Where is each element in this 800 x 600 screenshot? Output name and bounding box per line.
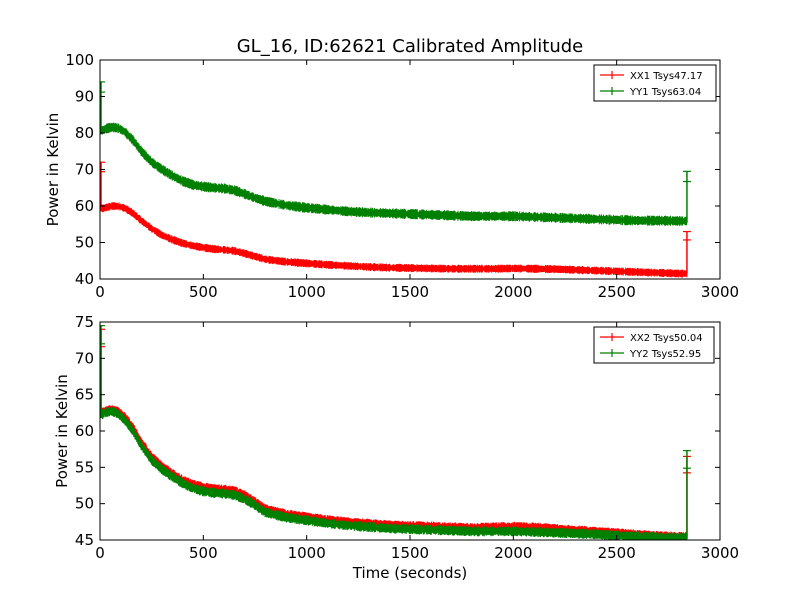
legend: XX2 Tsys50.04 YY2 Tsys52.95	[593, 326, 715, 364]
series-trace	[100, 122, 688, 226]
x-tick-label: 2000	[494, 283, 532, 301]
y-tick-label: 45	[75, 531, 94, 549]
series-line	[100, 205, 687, 275]
top-subplot: 0 500 1000 1500 2000 2500 3000 40 50 60 70 80 90 100 G…	[44, 36, 739, 301]
y-tick-label: 60	[75, 422, 94, 440]
x-axis-label: Time (seconds)	[352, 564, 468, 582]
y-tick-label: 100	[65, 51, 94, 69]
legend-box	[593, 64, 717, 102]
x-tick-label: 500	[189, 544, 218, 562]
x-tick-label: 0	[95, 283, 105, 301]
series-line	[100, 126, 687, 222]
legend: XX1 Tsys47.17 YY1 Tsys63.04	[593, 64, 717, 102]
x-tick-label: 2000	[494, 544, 532, 562]
x-tick-label: 1500	[391, 283, 429, 301]
bottom-subplot: 0 500 1000 1500 2000 2500 3000 45 50 55 60 65 70 75 Po…	[53, 313, 739, 582]
series-trace	[100, 405, 688, 540]
plot-area	[100, 81, 691, 278]
y-tick-label: 90	[75, 88, 94, 106]
x-tick-label: 0	[95, 544, 105, 562]
y-axis-label: Power in Kelvin	[44, 113, 62, 227]
plot-area	[100, 325, 691, 540]
x-tick-label: 1500	[391, 544, 429, 562]
series-line	[100, 410, 687, 539]
series-2	[100, 325, 691, 540]
x-tick-label: 3000	[701, 283, 739, 301]
y-tick-label: 60	[75, 197, 94, 215]
y-tick-label: 65	[75, 386, 94, 404]
series-1	[100, 161, 691, 278]
legend-label: YY1 Tsys63.04	[629, 87, 701, 98]
legend-label: XX2 Tsys50.04	[630, 333, 703, 344]
chart-title: GL_16, ID:62621 Calibrated Amplitude	[237, 36, 584, 57]
y-tick-label: 40	[75, 270, 94, 288]
y-tick-label: 75	[75, 313, 94, 331]
y-axis-label: Power in Kelvin	[53, 374, 71, 488]
x-tick-label: 2500	[598, 283, 636, 301]
legend-label: YY2 Tsys52.95	[629, 349, 701, 360]
legend-box	[593, 326, 715, 364]
series-line	[100, 408, 687, 537]
x-tick-label: 1000	[288, 283, 326, 301]
y-tick-label: 55	[75, 458, 94, 476]
y-tick-label: 50	[75, 234, 94, 252]
legend-label: XX1 Tsys47.17	[630, 71, 703, 82]
y-tick-label: 70	[75, 161, 94, 179]
series-2	[100, 81, 691, 226]
x-tick-label: 3000	[701, 544, 739, 562]
x-tick-label: 1000	[288, 544, 326, 562]
y-tick-label: 80	[75, 124, 94, 142]
x-tick-label: 500	[189, 283, 218, 301]
y-tick-label: 50	[75, 495, 94, 513]
x-tick-label: 2500	[598, 544, 636, 562]
y-tick-label: 70	[75, 349, 94, 367]
